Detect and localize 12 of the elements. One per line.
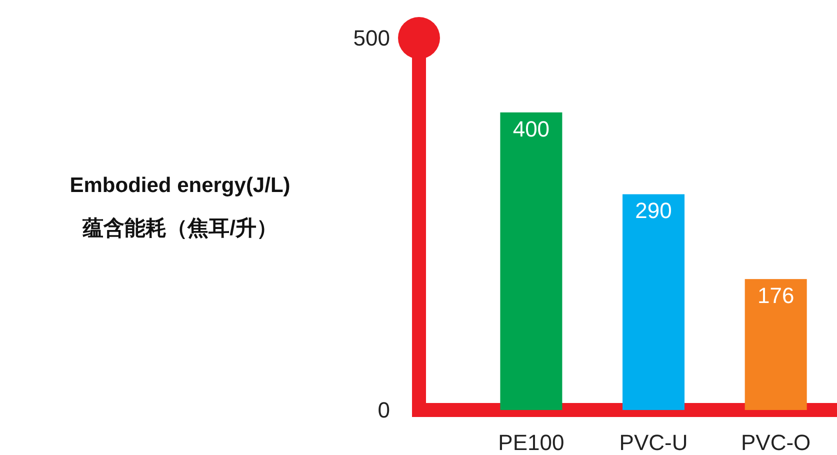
y-tick-label: 500 [353,26,390,50]
y-tick-label: 0 [378,398,390,422]
bar [622,194,685,410]
data-label: 400 [512,116,550,142]
x-tick-label: PVC-U [619,430,688,455]
data-label: 176 [757,283,794,308]
bar [500,112,562,410]
data-label: 290 [635,198,672,224]
bar [744,279,807,410]
x-tick-label: PE100 [498,430,564,455]
y-axis-title: Embodied energy(J/L) 蕴含能耗（焦耳/升） [70,174,290,240]
x-tick-label: PVC-O [740,430,811,455]
